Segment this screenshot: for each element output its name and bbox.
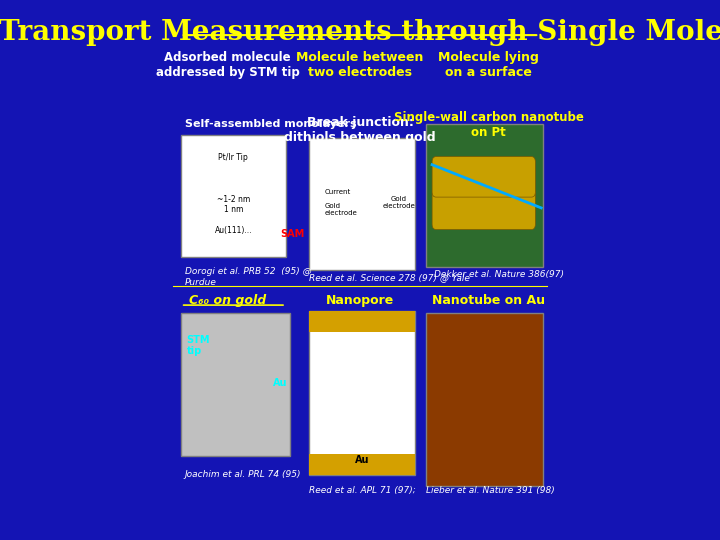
Text: Dekker et al. Nature 386(97): Dekker et al. Nature 386(97): [434, 270, 564, 279]
Text: Reed et al. Science 278 (97) @ Yale: Reed et al. Science 278 (97) @ Yale: [310, 273, 470, 282]
FancyBboxPatch shape: [426, 124, 543, 267]
Text: Break junction:
dithiols between gold: Break junction: dithiols between gold: [284, 116, 436, 144]
FancyBboxPatch shape: [310, 138, 415, 270]
Text: Molecule lying
on a surface: Molecule lying on a surface: [438, 51, 539, 79]
Text: Nanopore: Nanopore: [326, 294, 394, 307]
FancyBboxPatch shape: [432, 189, 536, 230]
Text: Dorogi et al. PRB 52  (95) @
Purdue: Dorogi et al. PRB 52 (95) @ Purdue: [184, 267, 311, 287]
Text: Gold
electrode: Gold electrode: [382, 196, 415, 209]
Text: First Transport Measurements through Single Molecules: First Transport Measurements through Sin…: [0, 19, 720, 46]
Text: Nanotube on Au: Nanotube on Au: [432, 294, 545, 307]
FancyBboxPatch shape: [426, 313, 543, 486]
Text: SAM: SAM: [280, 229, 305, 239]
FancyBboxPatch shape: [310, 310, 415, 475]
FancyBboxPatch shape: [432, 157, 536, 197]
Text: C₆₀ on gold: C₆₀ on gold: [189, 294, 266, 307]
Text: Joachim et al. PRL 74 (95): Joachim et al. PRL 74 (95): [184, 470, 301, 479]
Text: Single-wall carbon nanotube
on Pt: Single-wall carbon nanotube on Pt: [394, 111, 583, 139]
Text: Au: Au: [273, 379, 287, 388]
FancyBboxPatch shape: [181, 135, 286, 256]
Text: Au: Au: [355, 455, 369, 465]
Text: Reed et al. APL 71 (97);: Reed et al. APL 71 (97);: [310, 486, 416, 495]
Text: Lieber et al. Nature 391 (98): Lieber et al. Nature 391 (98): [426, 486, 555, 495]
Text: STM
tip: STM tip: [186, 335, 210, 356]
Text: Current

Gold
electrode: Current Gold electrode: [325, 189, 358, 216]
FancyBboxPatch shape: [181, 313, 290, 456]
FancyBboxPatch shape: [310, 310, 415, 332]
Text: Adsorbed molecule
addressed by STM tip: Adsorbed molecule addressed by STM tip: [156, 51, 300, 79]
FancyBboxPatch shape: [310, 454, 415, 475]
Text: Self-assembled monolayers: Self-assembled monolayers: [184, 119, 356, 129]
Text: Molecule between
two electrodes: Molecule between two electrodes: [297, 51, 423, 79]
Text: Pt/Ir Tip



~1-2 nm
1 nm

Au(111)...: Pt/Ir Tip ~1-2 nm 1 nm Au(111)...: [215, 153, 252, 235]
